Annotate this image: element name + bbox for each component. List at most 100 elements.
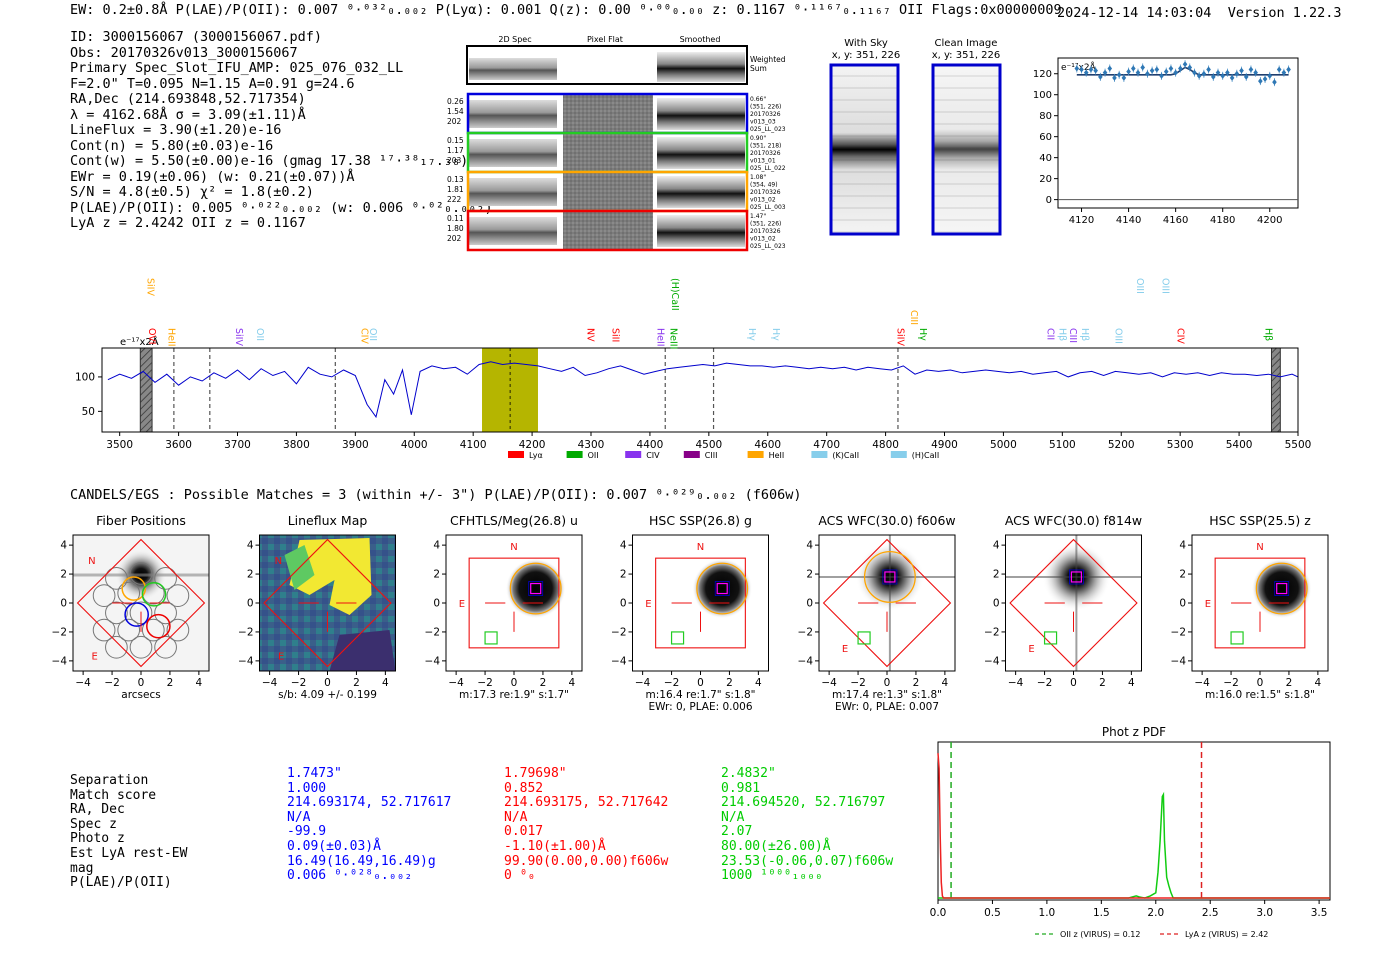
stamp-xtick-label: 0 — [138, 677, 145, 689]
cutout-row-num: 1.17 — [447, 146, 464, 155]
full-spectrum-chart: e⁻¹⁷x2Å 3500 3600 3700 3800 3900 4000 4100 4200 4… — [75, 278, 1311, 460]
header-line: EW: 0.2±0.8Å P(LAE)/P(OII): 0.007 ⁰·⁰³²₀… — [70, 2, 1062, 18]
stamp-xtick-label: −4 — [1008, 677, 1024, 689]
zoom-ytick-label: 0 — [1046, 195, 1052, 206]
stamp-xtick-label: 2 — [913, 677, 920, 689]
zoom-data-point — [1093, 67, 1098, 74]
c2-plae: 0 ⁰₀ — [504, 868, 536, 884]
stamp-xtick-label: 2 — [540, 677, 547, 689]
cutout-row-meta: v013_02 — [750, 197, 776, 204]
cutout-pixelflat — [563, 212, 653, 249]
emission-line-label: SiIV — [894, 328, 905, 346]
spectrum-line — [107, 361, 1299, 419]
stamp-title: Fiber Positions — [96, 513, 186, 528]
c2-mag: 99.90(0.00,0.00)f606w — [504, 853, 669, 869]
stamp-ytick-label: 2 — [433, 569, 440, 581]
source-marker-blue — [1068, 569, 1084, 585]
zoom-data-point — [1225, 69, 1230, 76]
zoom-data-point — [1074, 65, 1080, 72]
zoom-data-point — [1088, 66, 1094, 73]
source-marker-blue — [1274, 581, 1290, 596]
stamp-title: ACS WFC(30.0) f814w — [1005, 513, 1142, 528]
stamp-ytick-label: 4 — [60, 540, 67, 552]
info-cont-n: Cont(n) = 5.80(±0.03)e-16 — [70, 137, 274, 154]
stamp-xtick-label: −2 — [291, 677, 306, 689]
compare-col-3: 2.4832" 0.981 214.694520, 52.716797 N/A … — [721, 766, 894, 884]
emission-line-label: HeII — [166, 328, 177, 347]
svg-text:Sum: Sum — [750, 64, 767, 73]
source-blob — [692, 558, 753, 619]
zoom-data-point — [1229, 74, 1235, 81]
lineflux-cold-region — [329, 630, 396, 671]
stamp-caption: m:16.4 re:1.7" s:1.8" — [646, 689, 756, 701]
compass-n-label: N — [697, 542, 704, 553]
cutout-row-meta: 20170326 — [750, 150, 781, 157]
spectrum-xtick-label: 3500 — [106, 439, 133, 451]
info-cont-w: Cont(w) = 5.50(±0.00)e-16 (gmag 17.38 ¹⁷… — [70, 153, 469, 169]
zoom-data-point — [1215, 69, 1221, 76]
fiber-circle — [105, 601, 128, 625]
zoom-ytick-label: 20 — [1039, 174, 1052, 185]
info-lineflux: LineFlux = 3.90(±1.20)e-16 — [70, 122, 282, 138]
fiber-circle — [92, 584, 116, 607]
zoom-data-point — [1267, 72, 1273, 79]
cutout-row-num: 0.13 — [447, 175, 464, 184]
legend-swatch — [747, 451, 764, 458]
c1-lya-ew: 0.09(±0.03)Å — [287, 838, 381, 854]
fiber-circle — [92, 618, 116, 642]
zoom-data-point — [1286, 66, 1291, 73]
zoom-unit-label: e⁻¹⁷x2Å — [1061, 61, 1097, 73]
zoom-data-point — [1182, 61, 1188, 68]
stamp-title: ACS WFC(30.0) f606w — [818, 513, 955, 528]
zoom-data-point — [1248, 66, 1254, 73]
legend-label: CIV — [646, 451, 660, 460]
c3-plae: 1000 ¹⁰⁰⁰₁₀₀₀ — [721, 868, 823, 884]
stamp-xtick-label: 0 — [1070, 677, 1077, 689]
cutout-row-num: 1.81 — [447, 185, 464, 194]
emission-line-label: Hβ — [1079, 328, 1090, 341]
spectrum-xtick-label: 5400 — [1226, 439, 1253, 451]
cutout-frame — [466, 209, 749, 252]
legend-oii-label: OII z (VIRUS) = 0.12 — [1060, 930, 1140, 939]
stamp-ytick-label: 0 — [620, 598, 627, 610]
emission-line-label: SiII — [609, 328, 620, 342]
header-datetime: 2024-12-14 14:03:04 — [1057, 5, 1212, 21]
c1-spec-z: N/A — [287, 809, 311, 825]
secondary-match-marker — [484, 631, 498, 645]
c1-match-score: 1.000 — [287, 780, 327, 796]
source-marker-magenta — [884, 571, 896, 583]
legend-lya-label: LyA z (VIRUS) = 2.42 — [1185, 930, 1268, 939]
info-plae: P(LAE)/P(OII): 0.005 ⁰·⁰²²₀.₀₀₂ (w: 0.00… — [70, 199, 493, 216]
stamp-xtick-label: −4 — [448, 677, 464, 689]
zoom-data-point — [1220, 72, 1226, 79]
compass-e-label: E — [278, 651, 284, 662]
secondary-match-marker — [1043, 631, 1058, 645]
stamp-ytick-label: 2 — [60, 569, 67, 581]
photoz-title: Phot z PDF — [1102, 725, 1166, 739]
zoom-data-point — [1116, 71, 1122, 78]
c3-mag: 23.53(-0.06,0.07)f606w — [721, 853, 894, 869]
info-wavelength: λ = 4162.68Å σ = 3.09(±1.11)Å — [70, 106, 306, 123]
spectrum-xtick-label: 4200 — [519, 439, 546, 451]
weighted-sum-label: Weighted — [750, 55, 786, 64]
col-title-smoothed: Smoothed — [680, 35, 721, 44]
zoom-data-point — [1130, 65, 1136, 72]
zoom-data-point — [1126, 68, 1131, 75]
cutout-pixelflat — [563, 173, 653, 210]
stamp-xtick-label: −2 — [104, 677, 119, 689]
stamp-xtick-label: 0 — [1257, 677, 1264, 689]
ifu-footprint — [1009, 538, 1138, 668]
stamp-ytick-label: −4 — [984, 655, 1000, 667]
fiber-circle — [129, 562, 153, 585]
photoz-xtick-label: 0.0 — [930, 907, 947, 919]
cutout-row-meta: 025_LL_023 — [750, 243, 786, 250]
cutout-panel: 2D Spec Pixel Flat Smoothed Weighted Sum… — [447, 35, 786, 252]
c2-separation: 1.79698" — [504, 766, 567, 781]
source-marker-magenta — [716, 582, 728, 595]
emission-line-label: SiIV — [144, 278, 155, 296]
cutout-row-meta: 0.90" — [750, 135, 766, 142]
compass-n-label: E — [842, 644, 848, 655]
stamp-xtick-label: 4 — [942, 677, 949, 689]
